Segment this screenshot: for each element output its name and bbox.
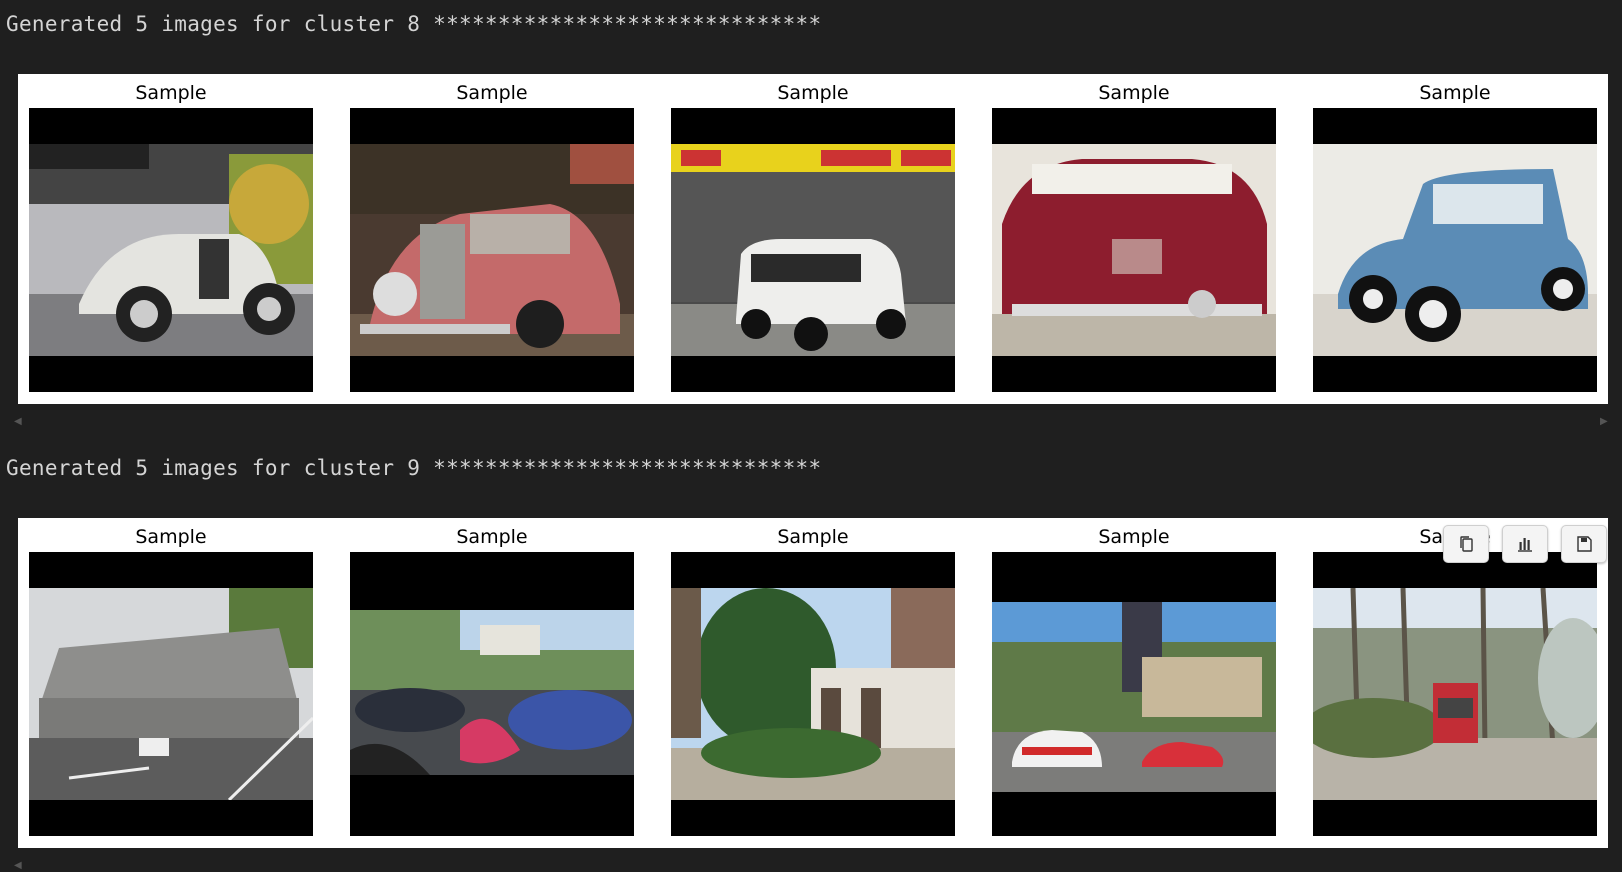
sample-image [29, 552, 313, 836]
sample-card: Sample [29, 74, 313, 404]
sample-image [29, 108, 313, 392]
sample-card: Sample [29, 518, 313, 848]
save-output-button[interactable] [1561, 525, 1607, 563]
sample-card: Sample [1313, 518, 1597, 848]
save-icon [1577, 536, 1592, 552]
sample-image [671, 552, 955, 836]
sample-card: Sample [992, 74, 1276, 404]
sample-title: Sample [777, 82, 849, 104]
copy-icon [1460, 536, 1473, 552]
sample-title: Sample [456, 82, 528, 104]
sample-title: Sample [1098, 526, 1170, 548]
cell-9-output-panel: Sample Sample [18, 518, 1608, 848]
sample-card: Sample [671, 74, 955, 404]
visualize-output-button[interactable] [1502, 525, 1548, 563]
scroll-right-arrow[interactable]: ▶ [1600, 416, 1608, 427]
cell-8-log-line: Generated 5 images for cluster 8 *******… [6, 12, 822, 36]
sample-image [350, 552, 634, 836]
sample-image [671, 108, 955, 392]
cell-8-output-panel: Sample Sample [18, 74, 1608, 404]
sample-title: Sample [777, 526, 849, 548]
sample-image [1313, 108, 1597, 392]
scroll-left-arrow[interactable]: ◀ [14, 860, 22, 871]
sample-card: Sample [350, 518, 634, 848]
sample-image [1313, 552, 1597, 836]
sample-title: Sample [1419, 82, 1491, 104]
sample-image [992, 108, 1276, 392]
sample-title: Sample [135, 82, 207, 104]
sample-title: Sample [135, 526, 207, 548]
sample-image [992, 552, 1276, 836]
sample-card: Sample [671, 518, 955, 848]
sample-card: Sample [350, 74, 634, 404]
sample-title: Sample [456, 526, 528, 548]
scroll-left-arrow[interactable]: ◀ [14, 416, 22, 427]
cell-9-log-line: Generated 5 images for cluster 9 *******… [6, 456, 822, 480]
sample-card: Sample [1313, 74, 1597, 404]
copy-output-button[interactable] [1443, 525, 1489, 563]
sample-card: Sample [992, 518, 1276, 848]
sample-title: Sample [1098, 82, 1170, 104]
sample-image [350, 108, 634, 392]
chart-icon [1518, 538, 1532, 552]
